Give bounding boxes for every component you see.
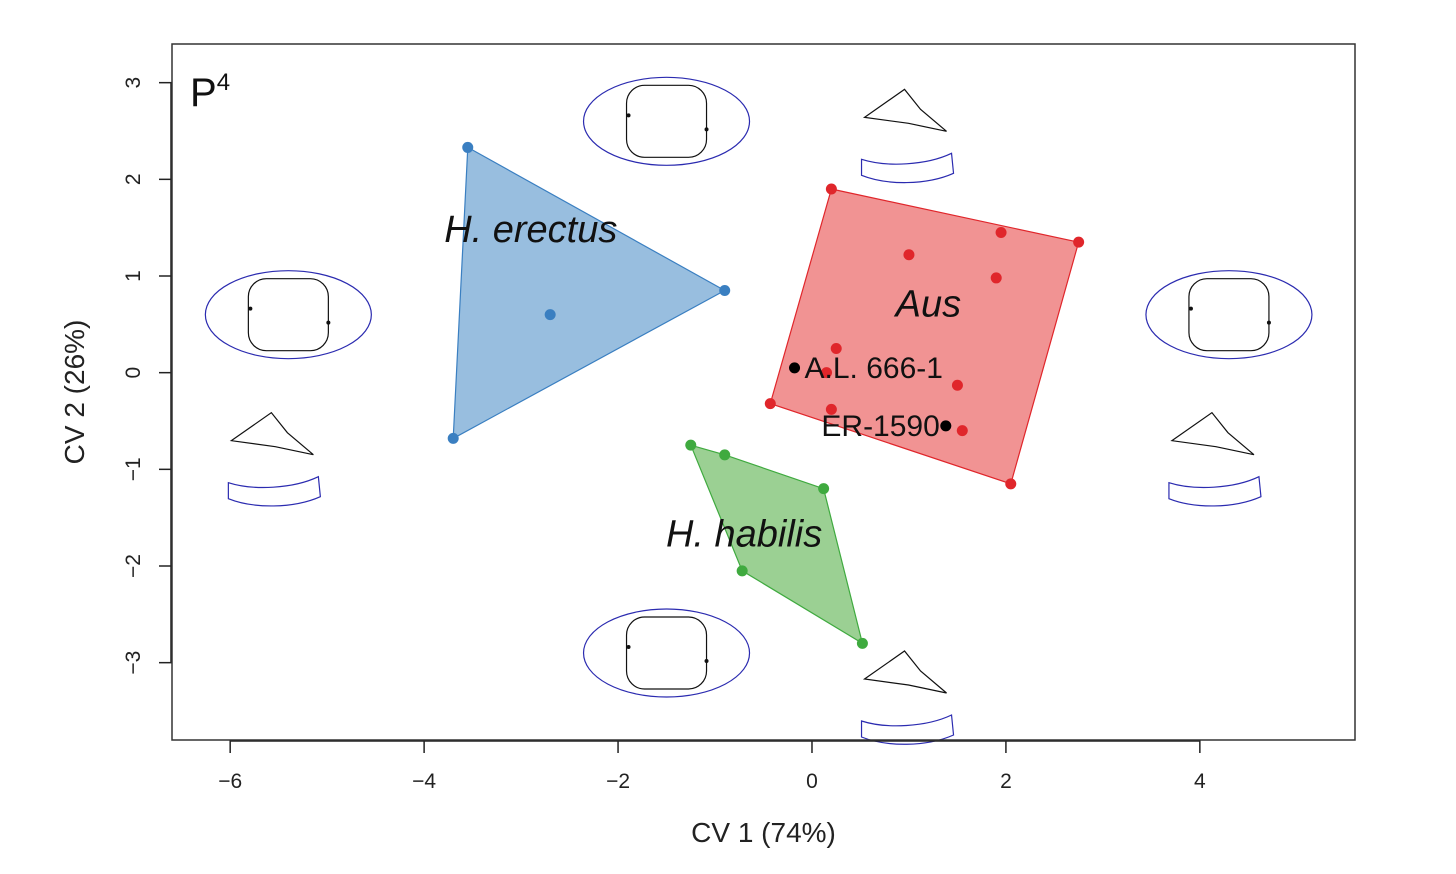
landmark-point: [704, 127, 709, 132]
landmark-point: [626, 113, 631, 118]
x-tick-label: −6: [218, 770, 242, 793]
x-tick-label: −2: [606, 770, 630, 793]
y-tick-label: −3: [122, 651, 145, 675]
point-aus: [825, 183, 837, 195]
point-aus: [990, 272, 1002, 284]
cervical-outline: [860, 152, 955, 184]
lateral-profile: [229, 411, 314, 456]
lateral-profile: [862, 650, 947, 694]
landmark-point: [248, 306, 253, 311]
point-aus: [830, 343, 842, 354]
cervical-outline: [227, 475, 322, 507]
point-aus: [951, 379, 963, 391]
point-h-erectus: [544, 309, 556, 321]
panel-label-superscript: 4: [217, 69, 230, 96]
point-h-erectus: [447, 432, 459, 444]
point-h-erectus: [719, 285, 731, 296]
shape-glyph-right: [1145, 270, 1313, 507]
point-aus: [903, 249, 915, 261]
y-tick-label: 1: [122, 270, 145, 282]
occlusal-outline: [1145, 270, 1313, 360]
cervical-outline: [860, 714, 955, 745]
point-aus: [825, 403, 837, 415]
x-tick-label: 4: [1194, 770, 1206, 793]
shape-glyph-left: [204, 270, 372, 507]
hull-h-habilis: [689, 444, 864, 645]
occlusal-outline: [204, 270, 372, 360]
y-tick-label: 2: [122, 173, 145, 185]
specimen-point: [940, 420, 952, 432]
x-tick-label: −4: [412, 770, 436, 793]
crown-outline: [1188, 278, 1270, 352]
y-tick-label: −2: [122, 554, 145, 578]
point-aus: [956, 425, 968, 437]
plot-frame: [171, 43, 1356, 741]
point-h-habilis: [719, 449, 731, 461]
specimen-point: [789, 362, 801, 374]
group-label: H. erectus: [444, 209, 617, 251]
shape-glyphs: [204, 76, 1313, 745]
specimen-label: A.L. 666-1: [805, 352, 943, 385]
group-labels: H. erectus Aus H. habilis A.L. 666-1 ER-1590: [444, 209, 961, 556]
panel-label: P4: [190, 69, 230, 115]
lateral-profile: [1170, 411, 1255, 456]
y-tick-label: −1: [122, 457, 145, 481]
landmark-point: [326, 320, 331, 325]
group-label: H. habilis: [666, 514, 822, 556]
data-points: [447, 141, 1085, 649]
x-tick-label: 0: [806, 770, 818, 793]
shape-glyph-top: [582, 76, 955, 184]
crown-outline: [247, 278, 329, 352]
point-h-erectus: [462, 141, 474, 153]
axes: −6 −4 −2 0 2 4 −3 −2 −1 0 1 2 3: [122, 77, 1206, 793]
hull-h-erectus: [452, 146, 726, 440]
occlusal-outline: [582, 608, 751, 698]
point-aus: [1005, 478, 1017, 490]
point-h-habilis: [856, 637, 868, 649]
panel-label-main: P: [190, 71, 217, 115]
point-aus: [1073, 236, 1085, 248]
point-aus: [821, 367, 833, 379]
point-h-habilis: [685, 439, 697, 451]
crown-outline: [625, 84, 708, 158]
group-label: Aus: [894, 284, 961, 326]
specimen-label: ER-1590: [821, 410, 939, 443]
cervical-outline: [1168, 475, 1262, 507]
crown-outline: [625, 616, 708, 690]
group-hulls: [452, 146, 1080, 645]
point-h-habilis: [818, 483, 830, 495]
point-aus: [764, 398, 776, 410]
point-h-habilis: [736, 565, 748, 577]
occlusal-outline: [582, 76, 751, 166]
shape-glyph-bottom: [582, 608, 955, 745]
landmark-point: [1188, 306, 1193, 311]
y-tick-label: 0: [122, 367, 145, 379]
landmark-point: [704, 659, 709, 663]
x-axis-title: CV 1 (74%): [691, 817, 836, 848]
y-tick-label: 3: [122, 77, 145, 89]
landmark-point: [626, 645, 631, 649]
lateral-profile: [862, 88, 947, 132]
landmark-point: [1266, 320, 1271, 325]
point-aus: [995, 227, 1007, 238]
x-tick-label: 2: [1000, 770, 1012, 793]
y-axis-title: CV 2 (26%): [59, 320, 90, 465]
